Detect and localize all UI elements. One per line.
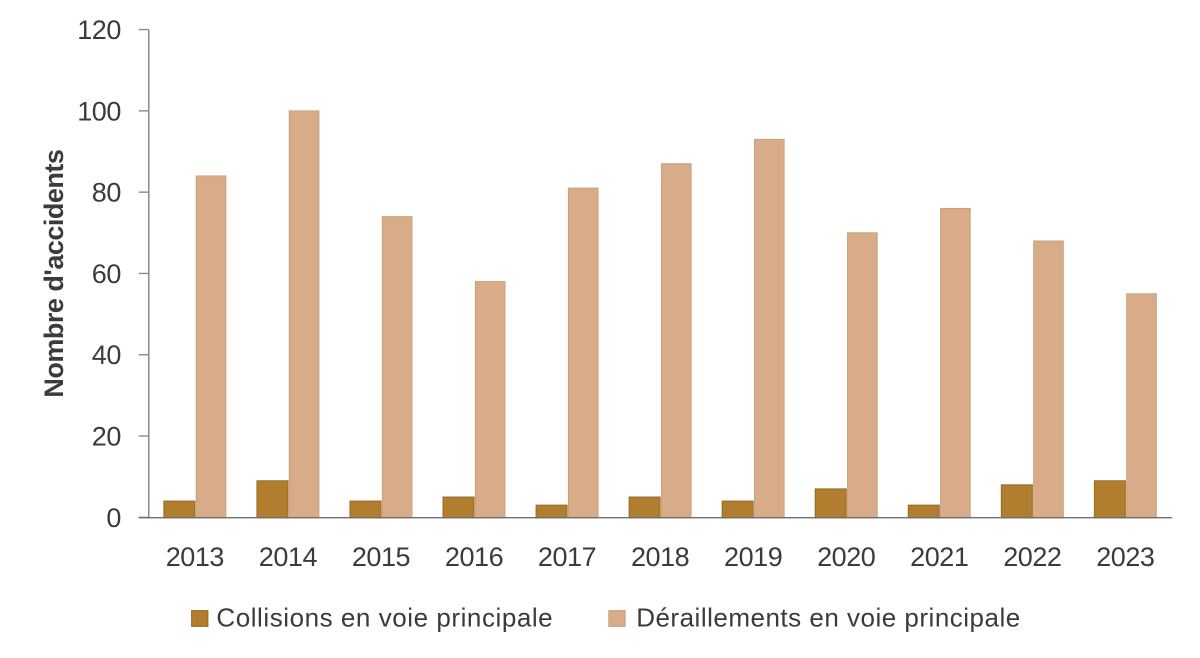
svg-text:2015: 2015: [352, 542, 410, 572]
svg-text:2016: 2016: [445, 542, 503, 572]
svg-text:100: 100: [77, 96, 121, 126]
svg-text:2022: 2022: [1003, 542, 1061, 572]
svg-text:Nombre d'accidents: Nombre d'accidents: [39, 150, 69, 398]
svg-text:2013: 2013: [166, 542, 224, 572]
svg-text:20: 20: [92, 421, 121, 451]
svg-text:2021: 2021: [910, 542, 968, 572]
svg-text:2023: 2023: [1096, 542, 1154, 572]
svg-text:120: 120: [77, 15, 121, 45]
svg-text:Déraillements en voie principa: Déraillements en voie principale: [636, 603, 1021, 633]
svg-text:2017: 2017: [538, 542, 596, 572]
svg-text:2020: 2020: [817, 542, 875, 572]
svg-text:2018: 2018: [631, 542, 689, 572]
svg-text:0: 0: [106, 503, 121, 533]
svg-text:80: 80: [92, 178, 121, 208]
svg-text:2014: 2014: [259, 542, 318, 572]
svg-text:40: 40: [92, 340, 121, 370]
svg-text:2019: 2019: [724, 542, 782, 572]
svg-text:60: 60: [92, 259, 121, 289]
svg-text:Collisions en voie principale: Collisions en voie principale: [216, 603, 553, 633]
